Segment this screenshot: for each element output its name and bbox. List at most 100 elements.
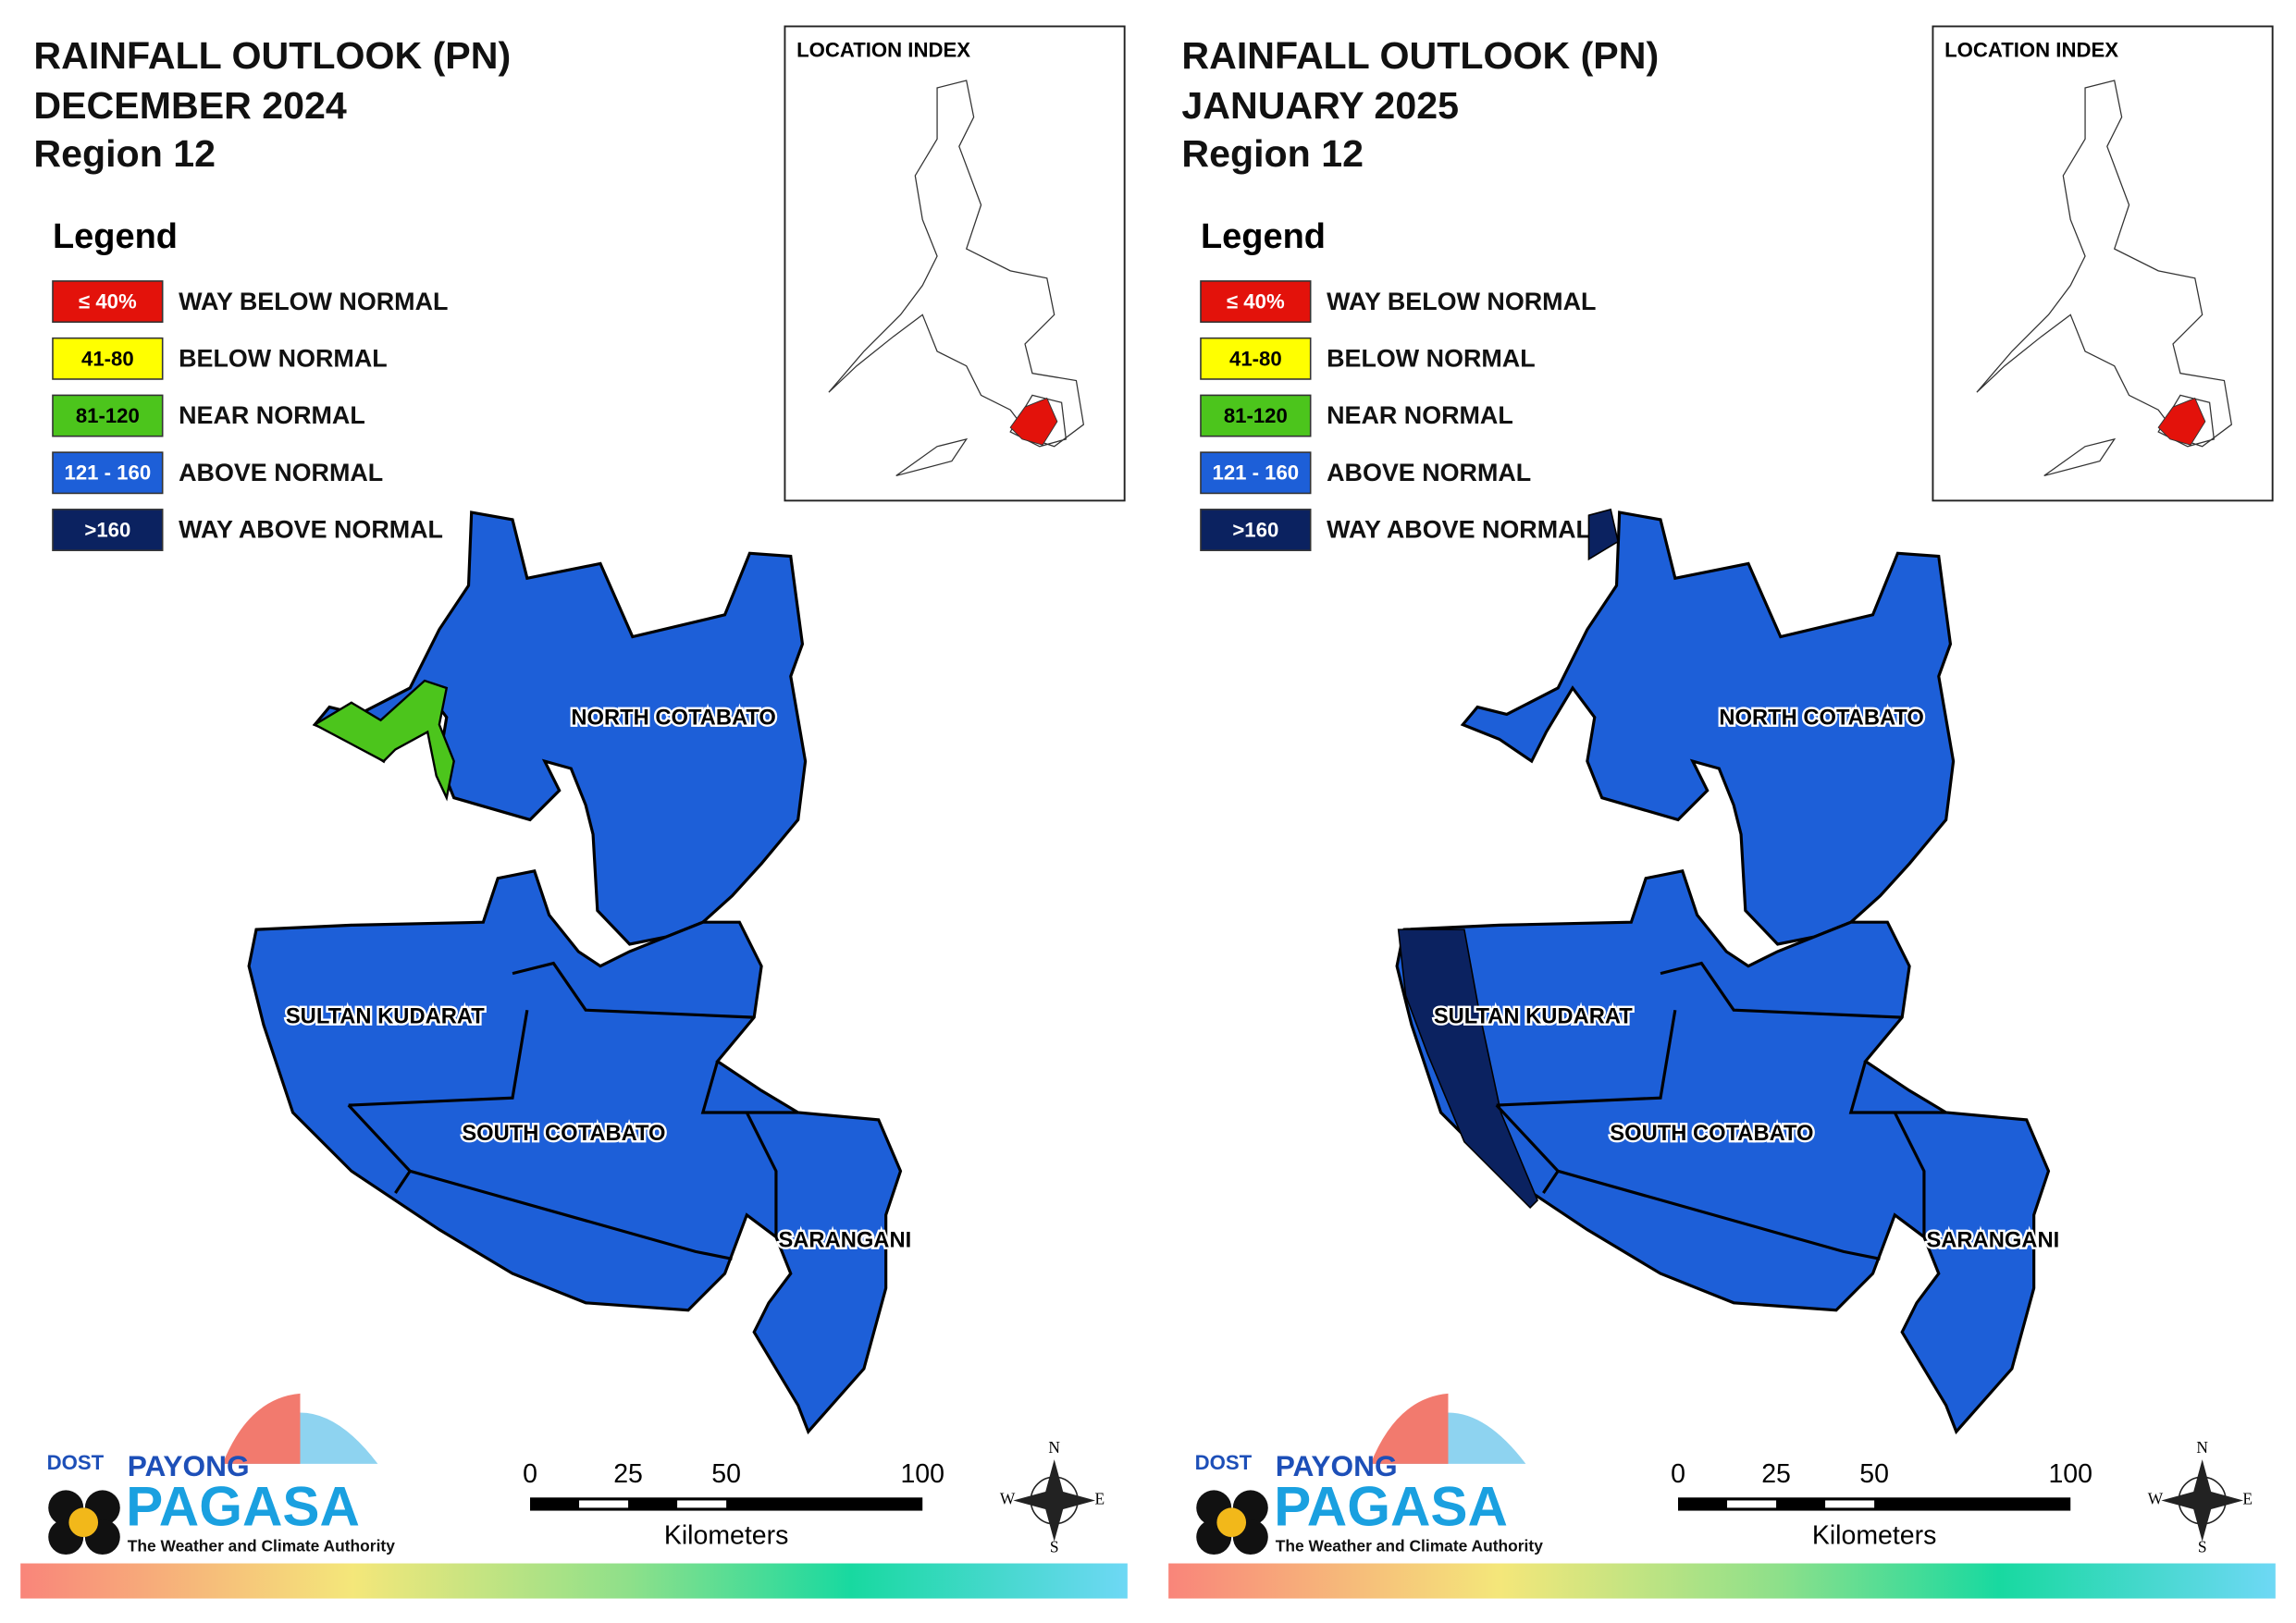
province-label: SOUTH COTABATO: [462, 1122, 665, 1146]
legend-range: >160: [1232, 518, 1278, 541]
province-label: SULTAN KUDARAT: [1434, 1004, 1633, 1028]
compass-letter: S: [2198, 1538, 2207, 1556]
province-label: SULTAN KUDARAT: [286, 1004, 485, 1028]
logo-line1: PAYONG: [1276, 1449, 1398, 1482]
scale-segment: [677, 1500, 727, 1508]
province-label: SARANGANI: [778, 1229, 911, 1253]
legend-range: ≤ 40%: [79, 290, 137, 314]
legend-label: ABOVE NORMAL: [179, 459, 383, 486]
inset-region: [1009, 397, 1058, 446]
province-border: [1848, 1061, 1946, 1114]
province-area: [247, 868, 903, 1435]
title-line: DECEMBER 2024: [33, 84, 347, 127]
province-border: [1893, 1112, 1926, 1237]
scale-label: 25: [1761, 1459, 1791, 1489]
legend-swatch: [52, 509, 164, 551]
compass-letter: W: [2148, 1489, 2164, 1507]
logo-agency: DOST: [47, 1451, 105, 1474]
panel: RAINFALL OUTLOOK (PN) DECEMBER 2024 Region…: [20, 25, 1128, 1599]
province-border: [512, 961, 755, 1019]
compass-rose: [1013, 1459, 1096, 1542]
compass-letter: W: [1000, 1489, 1016, 1507]
logo-line2: PAGASA: [126, 1475, 360, 1537]
scale-label: 100: [2048, 1459, 2092, 1489]
legend-label: NEAR NORMAL: [1327, 401, 1513, 429]
compass-letter: S: [1050, 1538, 1059, 1556]
footer-band: [1168, 1563, 2276, 1599]
legend-title: Legend: [53, 217, 178, 256]
panel: RAINFALL OUTLOOK (PN) JANUARY 2025 Region …: [1168, 25, 2276, 1599]
province-border: [348, 1009, 529, 1107]
logo-umbrella-left: [1370, 1393, 1449, 1464]
way-above-area: [1397, 928, 1538, 1210]
province-border: [700, 1061, 798, 1114]
compass-ring: [1030, 1476, 1079, 1525]
province-border: [347, 1104, 733, 1260]
legend-swatch: [52, 337, 164, 380]
province-border: [1496, 1009, 1677, 1107]
title-line: RAINFALL OUTLOOK (PN): [33, 34, 511, 77]
legend-title: Legend: [1201, 217, 1326, 256]
compass-letter: N: [1048, 1438, 1060, 1457]
province-label: SOUTH COTABATO: [1610, 1122, 1813, 1146]
legend-swatch: [1200, 280, 1312, 324]
logo-tagline: The Weather and Climate Authority: [1276, 1537, 1543, 1555]
legend-swatch: [52, 451, 164, 495]
legend-swatch: [1200, 509, 1312, 551]
legend-label: BELOW NORMAL: [1327, 345, 1536, 373]
legend-range: 41-80: [1229, 347, 1282, 370]
scale-segment: [579, 1500, 629, 1508]
title-line: Region 12: [33, 132, 216, 175]
compass-rose: [2161, 1459, 2244, 1542]
legend-label: WAY ABOVE NORMAL: [1327, 516, 1591, 544]
inset-region: [2157, 397, 2206, 446]
province-border: [1660, 961, 1903, 1019]
footer-band: [20, 1563, 1128, 1599]
legend-label: WAY BELOW NORMAL: [179, 288, 448, 315]
logo-umbrella-left: [222, 1393, 301, 1464]
scale-label: 0: [523, 1459, 537, 1489]
legend-label: BELOW NORMAL: [179, 345, 388, 373]
compass-letter: E: [2242, 1489, 2253, 1507]
legend-swatch: [52, 280, 164, 324]
title-line: Region 12: [1181, 132, 1364, 175]
legend-swatch: [52, 394, 164, 437]
province-area: [1395, 868, 2051, 1435]
compass-letter: E: [1094, 1489, 1105, 1507]
province-border: [1542, 1170, 1560, 1194]
scale-unit: Kilometers: [664, 1521, 789, 1551]
legend-range: ≤ 40%: [1227, 290, 1285, 314]
logo-line2: PAGASA: [1274, 1475, 1508, 1537]
legend-range: 81-120: [1224, 404, 1288, 427]
province-area: [1460, 510, 1956, 946]
legend-label: ABOVE NORMAL: [1327, 459, 1531, 486]
legend-label: WAY ABOVE NORMAL: [179, 516, 443, 544]
scale-label: 25: [613, 1459, 643, 1489]
scale-segment: [1825, 1500, 1875, 1508]
legend-label: WAY BELOW NORMAL: [1327, 288, 1596, 315]
legend-range: 121 - 160: [65, 461, 152, 485]
province-label: NORTH COTABATO: [571, 706, 776, 730]
legend-swatch: [1200, 394, 1312, 437]
scale-label: 0: [1671, 1459, 1685, 1489]
legend-range: 41-80: [81, 347, 134, 370]
legend-range: 121 - 160: [1213, 461, 1300, 485]
inset-title: LOCATION INDEX: [1944, 38, 2118, 61]
legend-swatch: [1200, 451, 1312, 495]
province-label: SARANGANI: [1926, 1229, 2059, 1253]
province-border: [1495, 1104, 1881, 1260]
way-above-area: [1587, 508, 1620, 561]
legend-label: NEAR NORMAL: [179, 401, 365, 429]
title-line: RAINFALL OUTLOOK (PN): [1181, 34, 1659, 77]
logo-seal: [68, 1507, 99, 1538]
scale-label: 50: [1859, 1459, 1889, 1489]
scale-unit: Kilometers: [1812, 1521, 1937, 1551]
province-label: NORTH COTABATO: [1719, 706, 1924, 730]
inset-title: LOCATION INDEX: [796, 38, 970, 61]
scale-label: 50: [711, 1459, 741, 1489]
legend-range: 81-120: [76, 404, 140, 427]
logo-tagline: The Weather and Climate Authority: [128, 1537, 395, 1555]
compass-letter: N: [2196, 1438, 2208, 1457]
logo-line1: PAYONG: [128, 1449, 250, 1482]
